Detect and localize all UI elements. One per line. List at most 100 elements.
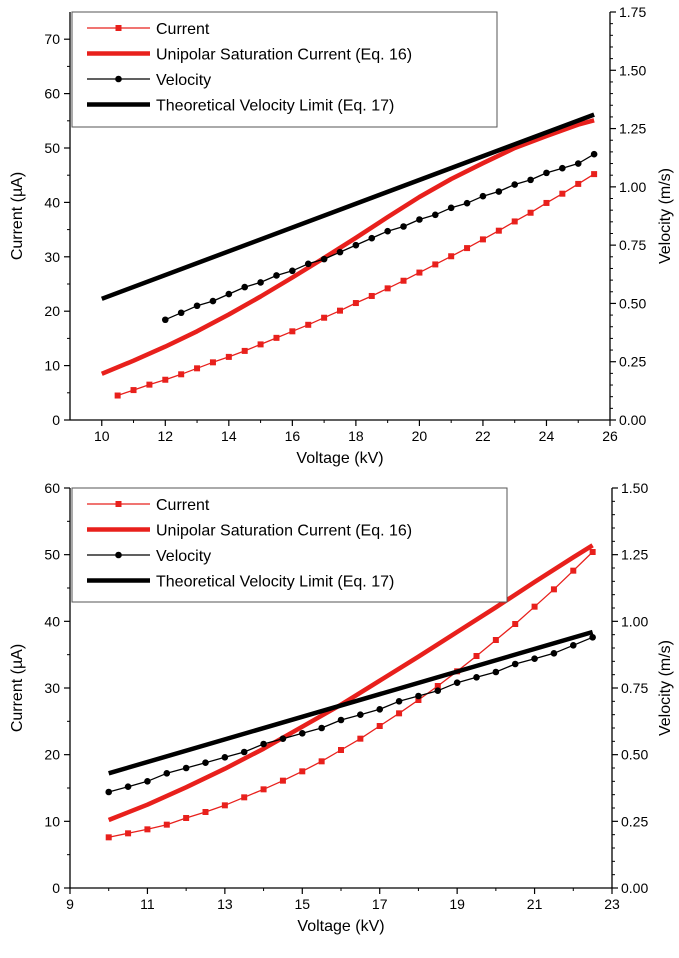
y-tick-label-left: 10 [44, 813, 60, 829]
data-point-square [570, 567, 577, 574]
x-tick-label: 23 [604, 896, 620, 912]
data-point-circle [337, 716, 345, 724]
data-point-circle [511, 660, 519, 668]
data-point-square [130, 387, 137, 394]
data-point-square [241, 347, 248, 354]
legend-label: Velocity [156, 72, 211, 89]
x-tick-label: 17 [372, 896, 388, 912]
series-line [108, 551, 594, 838]
y-tick-label-right: 1.00 [621, 613, 648, 629]
data-point-circle [182, 764, 190, 772]
y-tick-label-left: 40 [44, 613, 60, 629]
y-tick-label-left: 60 [44, 480, 60, 496]
y-tick-label-left: 50 [44, 140, 60, 156]
data-point-square [321, 314, 328, 321]
data-point-circle [473, 674, 480, 681]
legend-label: Theoretical Velocity Limit (Eq. 17) [156, 98, 394, 115]
data-point-square [396, 710, 403, 717]
y-tick-label-right: 0.25 [619, 354, 646, 370]
data-point-square [432, 261, 439, 268]
y-axis-label-right: Velocity (m/s) [657, 168, 674, 264]
y-tick-label-left: 0 [52, 880, 60, 896]
x-tick-label: 10 [94, 428, 110, 444]
x-tick-label: 19 [449, 896, 465, 912]
data-point-square [531, 603, 538, 610]
data-point-circle [318, 724, 325, 732]
data-point-circle [304, 260, 312, 268]
data-point-circle [415, 692, 422, 700]
y-tick-label-right: 1.50 [621, 480, 648, 496]
legend-label: Unipolar Saturation Current (Eq. 16) [156, 523, 412, 540]
data-point-circle [240, 748, 248, 756]
data-point-circle [569, 642, 577, 649]
y-tick-label-left: 10 [44, 358, 60, 374]
series-line [165, 153, 595, 321]
legend-marker-circle [115, 551, 122, 559]
chart-1: 10 12 14 16 18 20 22 24 26 0 10 20 30 40 50 60 70 0.00 0.2… [9, 4, 674, 467]
data-point-circle [298, 730, 306, 737]
y-tick-label-left: 60 [44, 86, 60, 102]
data-point-circle [368, 234, 376, 242]
x-axis-label: Voltage (kV) [296, 450, 383, 467]
data-point-square [384, 285, 391, 292]
x-tick-label: 12 [158, 428, 174, 444]
data-point-square [209, 359, 216, 366]
series-line [117, 173, 595, 397]
legend-label: Current [156, 21, 210, 38]
data-point-square [416, 269, 423, 276]
data-point-square [543, 199, 550, 206]
series-line [108, 636, 593, 793]
data-point-circle [384, 227, 391, 235]
data-point-circle [463, 199, 471, 207]
data-point-circle [241, 283, 249, 291]
data-point-circle [543, 169, 550, 177]
data-point-square [589, 549, 596, 555]
x-tick-label: 20 [412, 428, 428, 444]
data-point-square [178, 371, 185, 378]
y-tick-label-right: 0.25 [621, 813, 648, 829]
y-tick-label-right: 0.50 [621, 747, 648, 763]
data-point-circle [221, 754, 229, 761]
legend-marker-circle [115, 75, 122, 83]
data-point-square [376, 723, 383, 729]
data-point-square [221, 802, 228, 809]
data-point-circle [163, 770, 171, 777]
x-axis-label: Voltage (kV) [297, 918, 384, 935]
data-point-square [257, 341, 264, 348]
x-tick-label: 11 [140, 896, 155, 912]
data-point-square [289, 328, 296, 335]
data-point-circle [395, 698, 403, 705]
data-point-square [338, 747, 344, 753]
data-point-square [448, 253, 455, 260]
legend-marker-square [115, 25, 122, 31]
data-point-circle [260, 740, 267, 748]
data-point-square [473, 653, 480, 659]
y-tick-label-right: 0.50 [619, 295, 646, 311]
data-point-circle [531, 655, 538, 662]
y-tick-label-right: 0.00 [621, 880, 648, 896]
data-point-square [492, 637, 499, 643]
data-point-circle [447, 204, 455, 212]
data-point-square [511, 218, 518, 225]
series-line [100, 118, 595, 376]
y-axis-label-left: Current (µA) [9, 644, 26, 732]
data-point-square [162, 376, 169, 383]
data-point-square [575, 180, 582, 187]
data-point-square [527, 209, 534, 216]
data-point-circle [273, 272, 280, 279]
y-tick-label-left: 40 [44, 194, 60, 210]
data-point-circle [453, 679, 461, 686]
legend: Current Unipolar Saturation Current (Eq. … [71, 487, 508, 603]
data-point-square [241, 794, 248, 801]
data-point-square [299, 768, 306, 775]
data-point-square [163, 821, 170, 828]
legend-label: Theoretical Velocity Limit (Eq. 17) [156, 574, 394, 591]
data-point-square [260, 786, 267, 793]
data-point-circle [479, 192, 487, 200]
y-tick-label-left: 50 [44, 547, 60, 563]
x-tick-label: 18 [348, 428, 364, 444]
data-point-circle [144, 778, 151, 785]
data-point-circle [589, 634, 596, 641]
y-tick-label-left: 30 [44, 249, 60, 265]
